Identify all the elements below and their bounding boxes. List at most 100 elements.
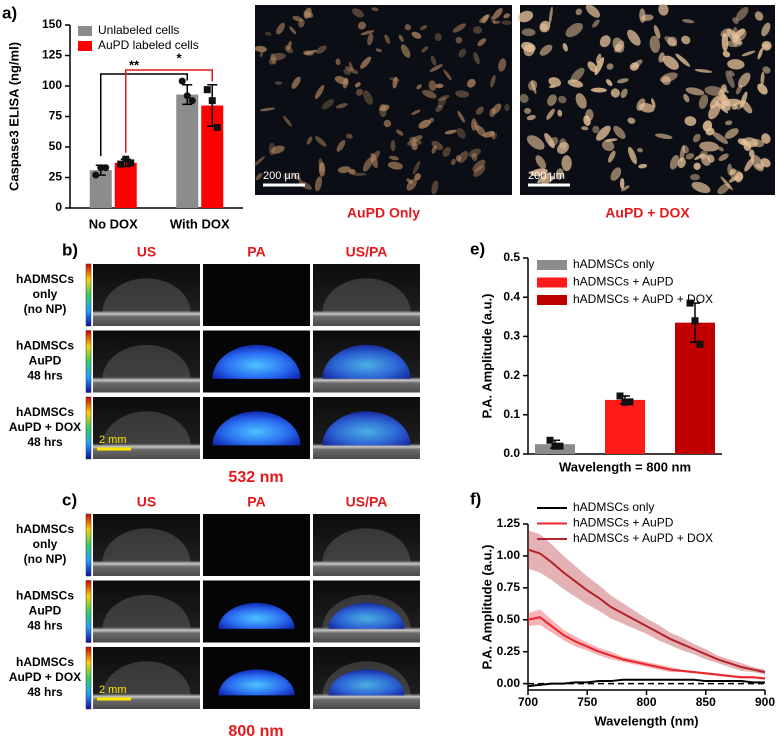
cell [315, 136, 327, 147]
cell [383, 119, 392, 128]
row-label: hADMSCs [16, 655, 74, 669]
cell [314, 176, 323, 192]
tissue [322, 344, 411, 379]
cell [321, 99, 334, 110]
cell [575, 8, 582, 16]
cell [558, 95, 567, 104]
y-tick-label: 0.00 [497, 676, 521, 690]
cell [492, 20, 501, 24]
cell [761, 22, 771, 37]
column-header: US [137, 494, 156, 510]
image-bg [203, 264, 310, 326]
cell [370, 152, 378, 169]
cell [627, 117, 636, 124]
data-point [213, 123, 221, 131]
column-header: PA [247, 494, 265, 510]
cell [751, 154, 764, 172]
row-label: AuPD [29, 604, 62, 618]
x-tick-label: No DOX [89, 216, 138, 231]
column-header: US/PA [346, 244, 388, 260]
cell [658, 3, 669, 16]
cell [585, 4, 601, 18]
y-tick-label: 0.2 [503, 368, 520, 382]
ultrasound-image: 2 mm [93, 397, 200, 459]
cell [562, 43, 568, 52]
cell [567, 79, 584, 88]
cell [379, 104, 390, 112]
legend-label: Unlabeled cells [98, 23, 179, 37]
cell [717, 183, 730, 195]
cell [473, 52, 480, 65]
ultrasound-image [93, 264, 200, 326]
x-axis-label: Wavelength = 800 nm [559, 459, 691, 474]
cell [435, 105, 443, 112]
bar [675, 322, 715, 454]
data-point [696, 340, 704, 348]
row-label: only [33, 537, 58, 551]
x-tick-label: 850 [696, 695, 716, 709]
row-label: hADMSCs [16, 589, 74, 603]
cell [406, 139, 422, 147]
row-label: (no NP) [24, 302, 67, 316]
x-axis-label: Wavelength (nm) [594, 713, 698, 728]
column-header: US [137, 244, 156, 260]
cell [455, 90, 470, 98]
cell [649, 35, 661, 53]
cell [360, 30, 375, 36]
cell [337, 166, 351, 174]
cell [411, 109, 421, 115]
cell [455, 155, 462, 162]
cell [318, 162, 326, 177]
cell [741, 50, 756, 57]
cell [504, 103, 510, 112]
cell [761, 40, 772, 51]
cell [414, 173, 421, 181]
cell [270, 145, 285, 154]
cell [335, 103, 348, 109]
cell [422, 89, 437, 99]
cell [276, 22, 285, 35]
cell [610, 88, 620, 98]
cell [539, 20, 551, 33]
cell [387, 161, 403, 170]
y-tick-label: 1.25 [497, 516, 521, 530]
cell [471, 118, 477, 131]
cell [693, 162, 701, 170]
cell [284, 45, 293, 54]
cell [561, 155, 572, 172]
cell [466, 78, 476, 88]
tissue [322, 411, 411, 446]
cell [444, 129, 457, 135]
image-bg [93, 264, 200, 326]
cell [375, 48, 382, 53]
cell [521, 41, 536, 53]
y-tick-label: 0.25 [497, 644, 521, 658]
line [527, 548, 766, 674]
cell [475, 125, 486, 137]
cell [605, 79, 613, 87]
cell [526, 135, 545, 150]
cell [616, 78, 629, 84]
cell [685, 153, 695, 160]
cell [345, 66, 359, 74]
cell [348, 169, 356, 175]
bar [201, 105, 224, 208]
cell [539, 44, 553, 56]
y-tick-label: 100 [42, 78, 62, 92]
cell [255, 172, 263, 181]
cell [430, 55, 437, 66]
y-tick-label: 25 [49, 170, 63, 184]
cell [357, 21, 366, 30]
cell [684, 116, 697, 126]
cell [734, 171, 744, 183]
cell [346, 133, 353, 139]
legend-label: hADMSCs only [573, 500, 654, 514]
colorbar [85, 646, 92, 710]
panel-label: b) [62, 240, 78, 259]
row-label: AuPD + DOX [9, 420, 81, 434]
cell [601, 140, 615, 152]
cell [699, 141, 719, 152]
cell [738, 72, 751, 88]
cell [557, 141, 569, 154]
